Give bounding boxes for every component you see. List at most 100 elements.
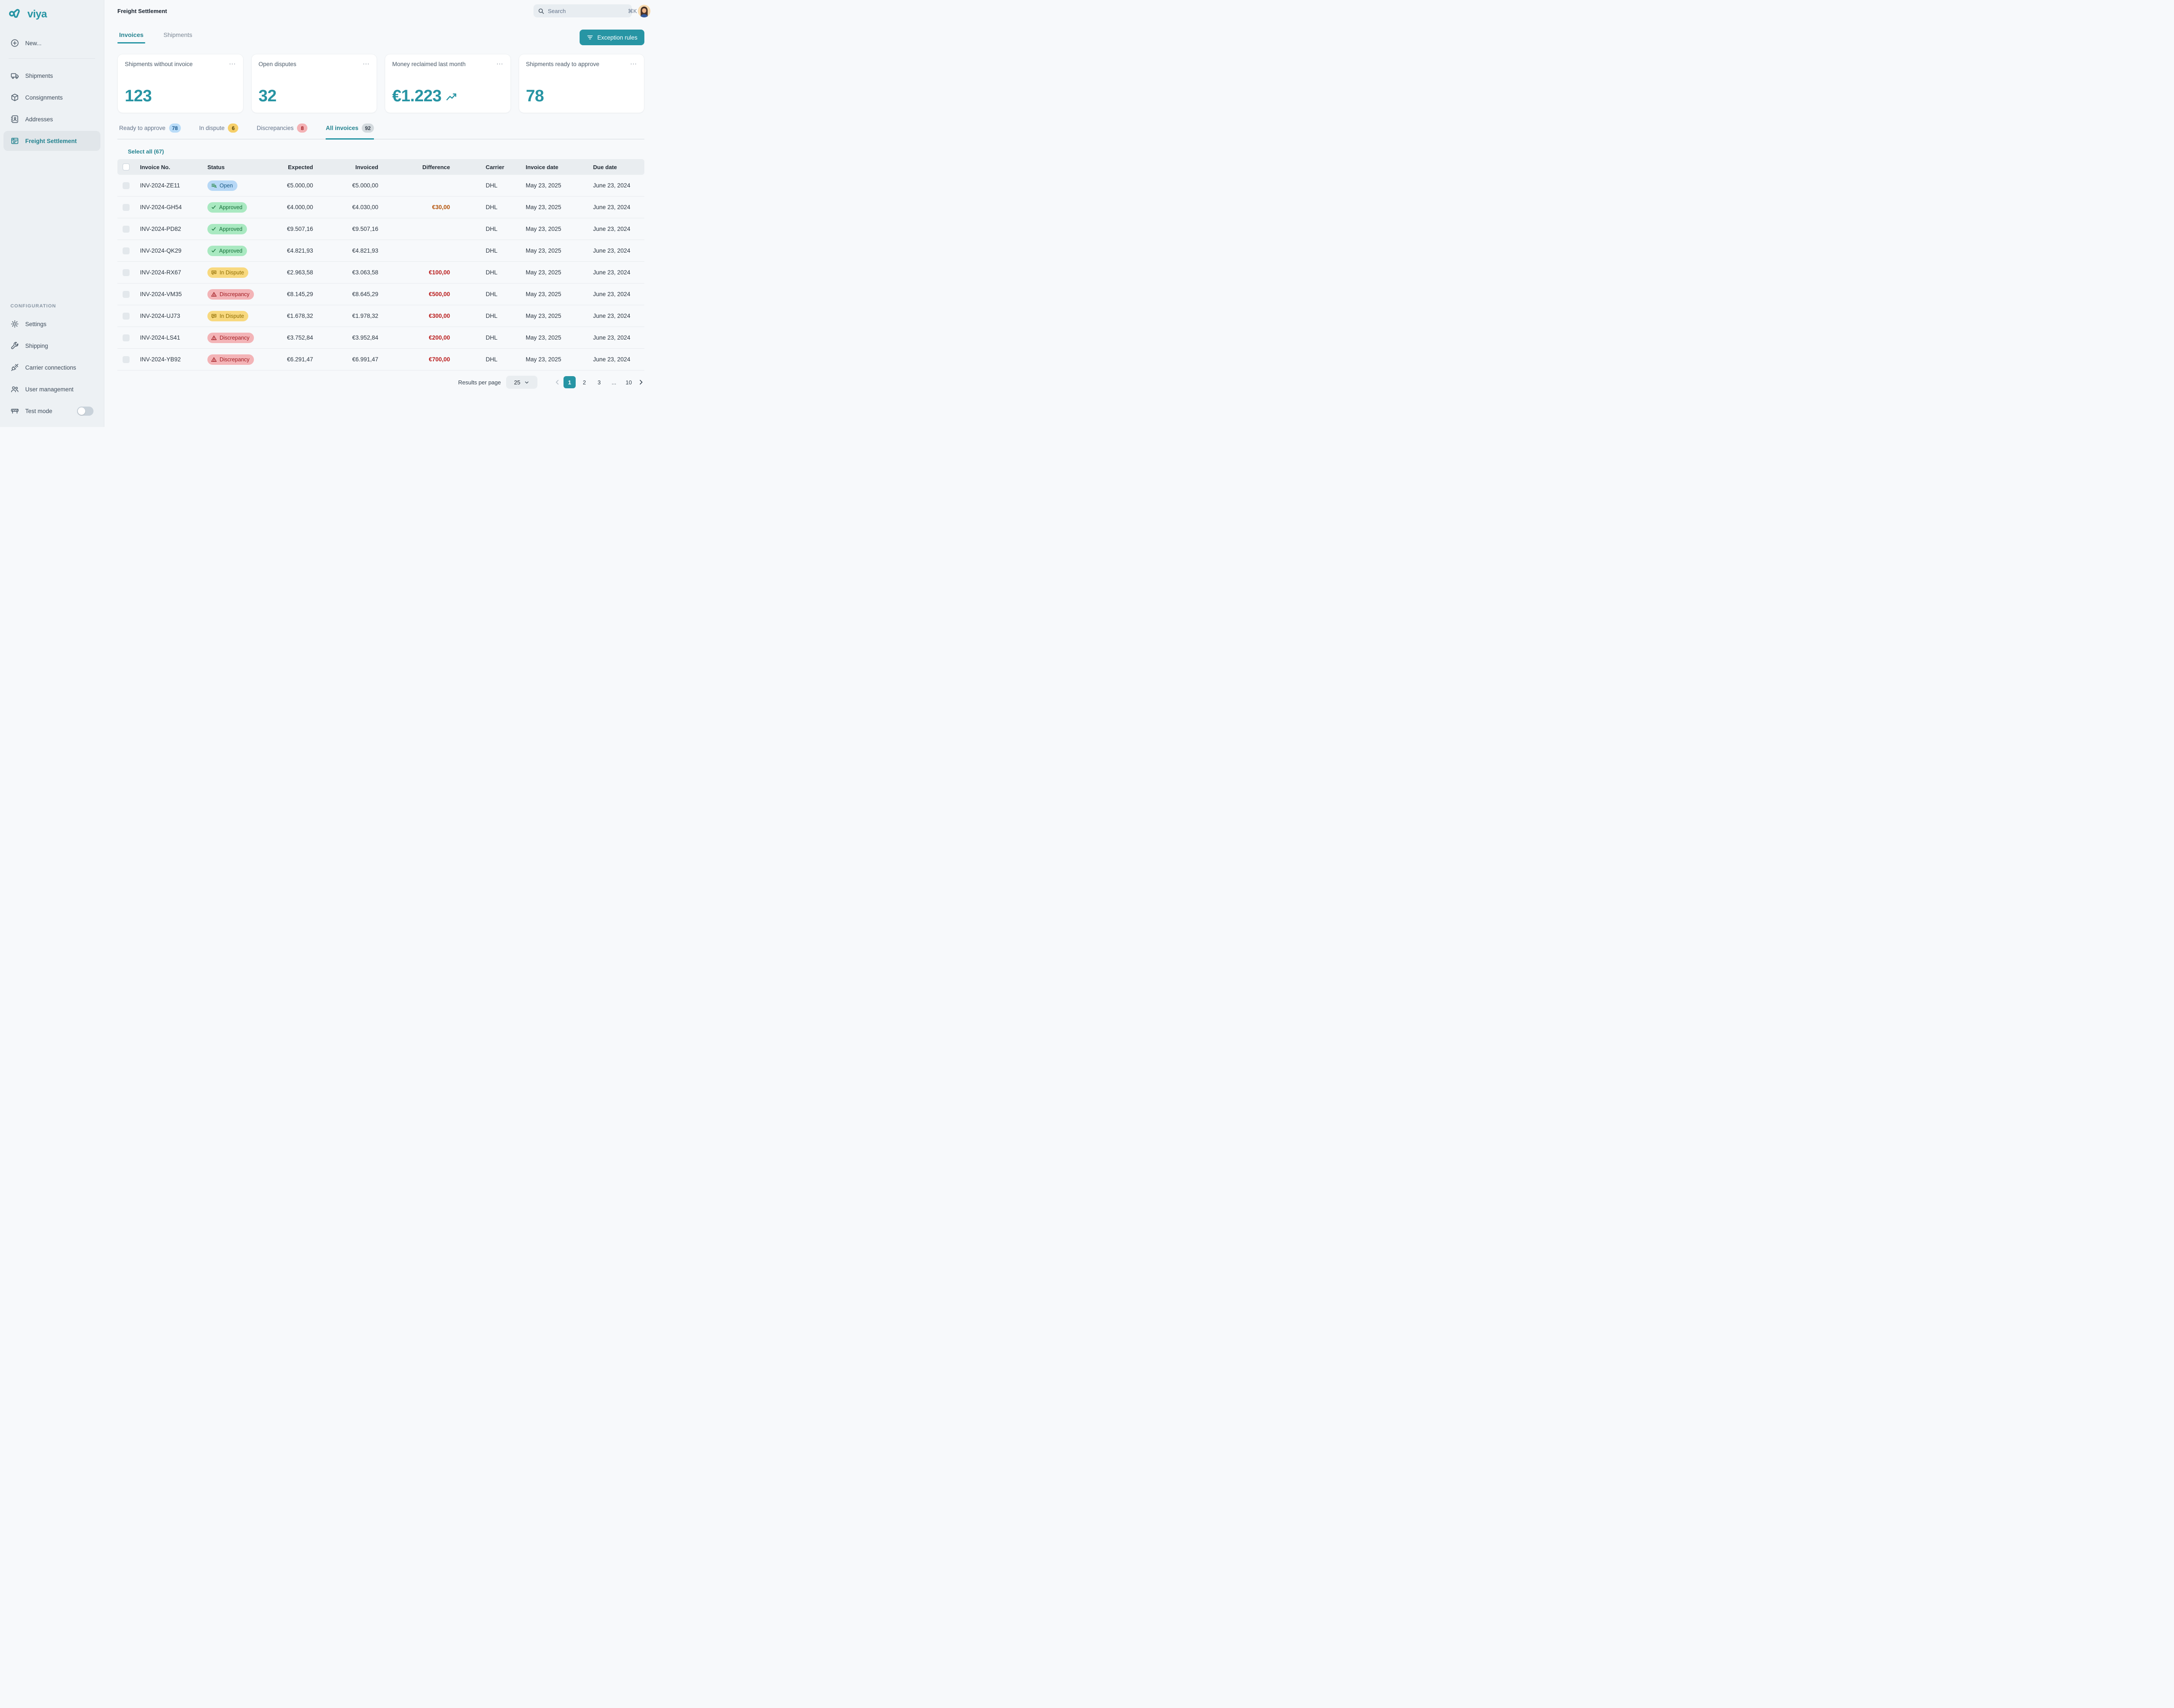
row-checkbox[interactable]	[123, 226, 130, 233]
column-header-status[interactable]: Status	[202, 164, 272, 170]
test-mode-toggle[interactable]	[77, 407, 93, 416]
invoice-number: INV-2024-UJ73	[135, 313, 202, 319]
card-value: 78	[526, 87, 637, 106]
sidebar-item-carrier-connections[interactable]: Carrier connections	[3, 357, 100, 377]
carrier: DHL	[480, 204, 520, 210]
table-row[interactable]: INV-2024-ZE11 Open €5.000,00 €5.000,00 D…	[117, 175, 644, 197]
invoice-number: INV-2024-QK29	[135, 247, 202, 254]
column-header-carrier[interactable]: Carrier	[480, 164, 520, 170]
page-button-2[interactable]: 2	[578, 376, 590, 388]
table-row[interactable]: INV-2024-PD82 Approved €9.507,16 €9.507,…	[117, 218, 644, 240]
row-checkbox[interactable]	[123, 247, 130, 254]
avatar[interactable]	[638, 5, 650, 17]
tab-shipments[interactable]: Shipments	[162, 31, 194, 43]
row-checkbox[interactable]	[123, 204, 130, 211]
next-page-button[interactable]	[637, 379, 644, 386]
invoice-date: May 23, 2025	[520, 356, 587, 363]
invoiced-amount: €8.645,29	[315, 291, 380, 297]
column-header-invoice-date[interactable]: Invoice date	[520, 164, 587, 170]
filter-tabs: Ready to approve 78 In dispute 6 Discrep…	[117, 123, 644, 140]
column-header-invoiced[interactable]: Invoiced	[315, 164, 380, 170]
ellipsis-menu-icon[interactable]: ...	[497, 61, 503, 64]
table-row[interactable]: INV-2024-LS41 Discrepancy €3.752,84 €3.9…	[117, 327, 644, 349]
difference-amount: €200,00	[380, 334, 480, 341]
status-label: Discrepancy	[220, 291, 250, 297]
carrier: DHL	[480, 334, 520, 341]
previous-page-button[interactable]	[554, 379, 561, 386]
pager: 1 2 3 ... 10	[554, 376, 644, 388]
row-checkbox[interactable]	[123, 356, 130, 363]
row-checkbox[interactable]	[123, 334, 130, 341]
invoiced-amount: €4.821,93	[315, 247, 380, 254]
filter-tab-discrepancies[interactable]: Discrepancies 8	[257, 123, 307, 140]
status-label: Approved	[219, 204, 243, 210]
card-value: €1.223	[392, 87, 441, 106]
search-input-wrapper[interactable]: ⌘K	[533, 4, 632, 17]
invoiced-amount: €5.000,00	[315, 182, 380, 189]
sidebar-spacer	[0, 152, 104, 304]
invoice-date: May 23, 2025	[520, 247, 587, 254]
status-badge-discrepancy: Discrepancy	[207, 333, 254, 343]
exception-rules-button[interactable]: Exception rules	[580, 30, 644, 45]
sidebar-item-settings[interactable]: Settings	[3, 314, 100, 334]
difference-amount: €100,00	[380, 269, 480, 276]
topbar: Freight Settlement ⌘K	[104, 0, 657, 22]
table-row[interactable]: INV-2024-QK29 Approved €4.821,93 €4.821,…	[117, 240, 644, 262]
count-badge: 92	[362, 123, 373, 133]
expected-amount: €4.821,93	[272, 247, 315, 254]
page-size-select[interactable]: 25	[506, 376, 537, 389]
select-all-checkbox[interactable]	[123, 163, 130, 170]
sidebar-item-consignments[interactable]: Consignments	[3, 87, 100, 107]
due-date: June 23, 2024	[587, 291, 665, 297]
sidebar-item-shipments[interactable]: Shipments	[3, 66, 100, 86]
tab-invoices[interactable]: Invoices	[117, 31, 145, 43]
row-checkbox[interactable]	[123, 269, 130, 276]
row-checkbox[interactable]	[123, 182, 130, 189]
alert-triangle-icon	[211, 335, 217, 341]
filter-tab-ready-to-approve[interactable]: Ready to approve 78	[119, 123, 181, 140]
table-row[interactable]: INV-2024-UJ73 In Dispute €1.678,32 €1.97…	[117, 305, 644, 327]
card-value: 32	[259, 87, 370, 106]
sidebar-item-shipping[interactable]: Shipping	[3, 336, 100, 356]
sidebar-item-addresses[interactable]: Addresses	[3, 109, 100, 129]
table-row[interactable]: INV-2024-VM35 Discrepancy €8.145,29 €8.6…	[117, 284, 644, 305]
invoice-icon	[10, 137, 19, 145]
column-header-invoice-no[interactable]: Invoice No.	[135, 164, 202, 170]
filter-tab-all-invoices[interactable]: All invoices 92	[326, 123, 373, 140]
sidebar-item-freight-settlement[interactable]: Freight Settlement	[3, 131, 100, 151]
row-checkbox[interactable]	[123, 291, 130, 298]
ellipsis-menu-icon[interactable]: ...	[229, 61, 236, 64]
card-value: 123	[125, 87, 236, 106]
filter-tab-in-dispute[interactable]: In dispute 6	[199, 123, 239, 140]
invoiced-amount: €9.507,16	[315, 226, 380, 232]
row-checkbox[interactable]	[123, 313, 130, 320]
page-button-1[interactable]: 1	[564, 376, 576, 388]
sidebar-item-label: Shipments	[25, 73, 53, 79]
select-all-link[interactable]: Select all (67)	[128, 148, 644, 155]
status-badge-discrepancy: Discrepancy	[207, 289, 254, 300]
count-badge: 6	[228, 123, 238, 133]
table-row[interactable]: INV-2024-GH54 Approved €4.000,00 €4.030,…	[117, 197, 644, 218]
column-header-due-date[interactable]: Due date	[587, 164, 665, 170]
table-row[interactable]: INV-2024-YB92 Discrepancy €6.291,47 €6.9…	[117, 349, 644, 370]
brand-logo[interactable]: viya	[0, 6, 104, 25]
column-header-expected[interactable]: Expected	[272, 164, 315, 170]
difference-amount: €300,00	[380, 313, 480, 319]
tabs-row: Invoices Shipments Exception rules	[117, 28, 644, 47]
filter-tab-label: In dispute	[199, 125, 225, 131]
check-icon	[211, 248, 217, 254]
column-header-difference[interactable]: Difference	[380, 164, 480, 170]
page-button-10[interactable]: 10	[623, 376, 635, 388]
sidebar-item-user-management[interactable]: User management	[3, 379, 100, 399]
plug-icon	[10, 363, 19, 372]
page-button-3[interactable]: 3	[593, 376, 605, 388]
stat-card-money-reclaimed: Money reclaimed last month ... €1.223	[385, 54, 511, 113]
search-input[interactable]	[548, 8, 624, 14]
sidebar-item-label: Carrier connections	[25, 364, 76, 371]
table-row[interactable]: INV-2024-RX67 In Dispute €2.963,58 €3.06…	[117, 262, 644, 284]
ellipsis-menu-icon[interactable]: ...	[363, 61, 370, 64]
sidebar-item-new[interactable]: New...	[3, 33, 100, 53]
chat-bubble-icon	[211, 270, 217, 276]
ellipsis-menu-icon[interactable]: ...	[630, 61, 637, 64]
status-label: Discrepancy	[220, 335, 250, 341]
